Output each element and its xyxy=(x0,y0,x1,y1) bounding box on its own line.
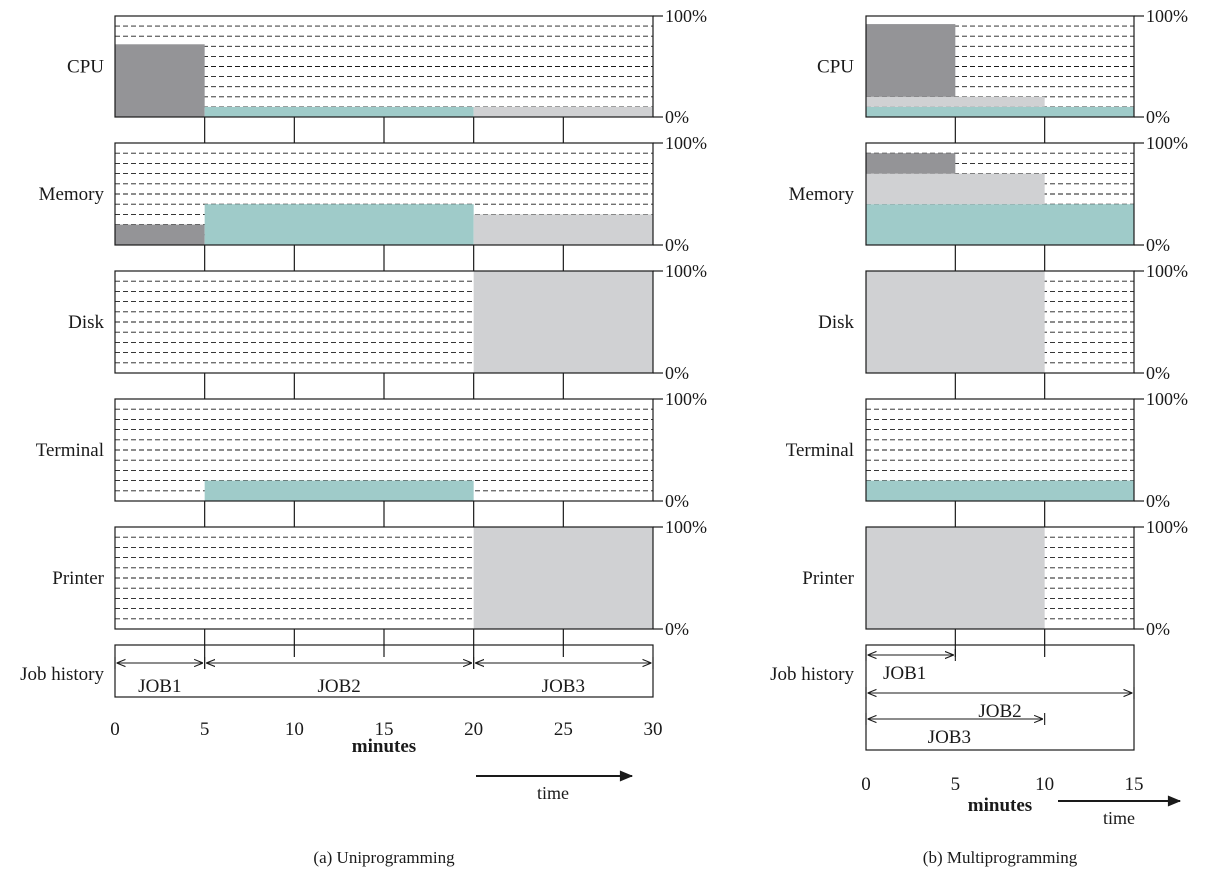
x-tick-label: 5 xyxy=(951,774,961,795)
axis-label-0: 0% xyxy=(1146,363,1170,383)
axis-label-0: 0% xyxy=(1146,491,1170,511)
job-history-label: Job history xyxy=(20,664,104,685)
axis-label-100: 100% xyxy=(665,261,707,281)
resource-label: Printer xyxy=(52,568,104,589)
resource-chart-memory: 100% 0% Memory xyxy=(39,133,707,271)
axis-label-0: 0% xyxy=(665,619,689,639)
axis-label-100: 100% xyxy=(665,133,707,153)
utilization-bar-job1 xyxy=(115,224,205,245)
resource-label: CPU xyxy=(67,57,104,78)
resource-label: CPU xyxy=(817,57,854,78)
job-label: JOB1 xyxy=(138,676,181,697)
x-tick-label: 25 xyxy=(554,719,573,740)
utilization-bar-job3 xyxy=(866,271,1045,373)
resource-label: Memory xyxy=(789,184,855,205)
job-label: JOB1 xyxy=(883,663,926,684)
multiprogramming-panel: 100%0%CPU100%0%Memory100%0%Disk100%0%Ter… xyxy=(770,6,1188,867)
utilization-bar-job2 xyxy=(866,204,1134,245)
resource-chart-terminal: 100% 0% Terminal xyxy=(36,389,707,527)
axis-label-0: 0% xyxy=(1146,107,1170,127)
job-history-label: Job history xyxy=(770,664,854,685)
resource-label: Printer xyxy=(802,568,854,589)
utilization-bar-job2 xyxy=(204,106,474,117)
utilization-bar-job3 xyxy=(473,214,653,245)
utilization-bar-job3 xyxy=(866,527,1045,629)
resource-chart-disk: 100% 0% Disk xyxy=(818,261,1188,399)
axis-label-100: 100% xyxy=(1146,6,1188,26)
job-history-frame xyxy=(865,644,1135,751)
axis-label-0: 0% xyxy=(665,107,689,127)
resource-label: Terminal xyxy=(36,440,104,461)
chart-frame xyxy=(865,398,1135,502)
chart-frame xyxy=(865,270,1135,374)
x-axis-title: minutes xyxy=(352,736,416,757)
chart-frame xyxy=(865,526,1135,630)
job-label: JOB2 xyxy=(318,676,361,697)
resource-chart-printer: 100% 0% Printer xyxy=(52,517,707,645)
resource-chart-memory: 100% 0% Memory xyxy=(789,133,1188,271)
resource-label: Disk xyxy=(68,312,104,333)
axis-label-0: 0% xyxy=(1146,619,1170,639)
job-label: JOB3 xyxy=(542,676,585,697)
chart-frame xyxy=(865,15,1135,118)
axis-label-0: 0% xyxy=(665,363,689,383)
axis-label-0: 0% xyxy=(1146,235,1170,255)
resource-label: Terminal xyxy=(786,440,854,461)
x-tick-label: 15 xyxy=(375,719,394,740)
x-tick-label: 0 xyxy=(861,774,871,795)
utilization-bar-job2 xyxy=(866,106,1134,117)
x-tick-label: 10 xyxy=(1035,774,1054,795)
x-axis-title: minutes xyxy=(968,795,1032,816)
panel-caption: (b) Multiprogramming xyxy=(923,848,1078,867)
x-tick-label: 20 xyxy=(464,719,483,740)
axis-label-100: 100% xyxy=(1146,517,1188,537)
axis-label-100: 100% xyxy=(1146,133,1188,153)
axis-label-100: 100% xyxy=(665,517,707,537)
resource-chart-terminal: 100% 0% Terminal xyxy=(786,389,1188,527)
axis-label-0: 0% xyxy=(665,491,689,511)
utilization-bar-job3 xyxy=(473,106,653,117)
job-history: Job history JOB1 JOB2 JOB3 xyxy=(20,644,654,698)
axis-label-100: 100% xyxy=(665,389,707,409)
resource-label: Disk xyxy=(818,312,854,333)
job-label: JOB3 xyxy=(928,727,971,748)
utilization-bar-job2 xyxy=(866,480,1134,501)
utilization-bar-job1 xyxy=(866,153,956,174)
resource-chart-printer: 100% 0% Printer xyxy=(802,517,1188,645)
axis-label-100: 100% xyxy=(665,6,707,26)
resource-chart-disk: 100% 0% Disk xyxy=(68,261,707,399)
x-tick-label: 30 xyxy=(644,719,663,740)
resource-chart-cpu: 100% 0% CPU xyxy=(817,6,1188,143)
time-label: time xyxy=(537,783,569,803)
utilization-bar-job1 xyxy=(115,44,205,117)
resource-chart-cpu: 100% 0% CPU xyxy=(67,6,707,143)
utilization-bar-job2 xyxy=(204,204,474,245)
chart-frame xyxy=(865,142,1135,246)
axis-label-100: 100% xyxy=(1146,261,1188,281)
utilization-bar-job1 xyxy=(866,24,956,97)
x-tick-label: 10 xyxy=(285,719,304,740)
resource-label: Memory xyxy=(39,184,105,205)
utilization-bar-job3 xyxy=(866,96,1045,107)
utilization-bar-job3 xyxy=(473,527,653,629)
utilization-bar-job2 xyxy=(204,480,474,501)
axis-label-100: 100% xyxy=(1146,389,1188,409)
x-tick-label: 0 xyxy=(110,719,120,740)
x-tick-label: 15 xyxy=(1125,774,1144,795)
uniprogramming-panel: 100%0%CPU100%0%Memory100%0%Disk100%0%Ter… xyxy=(20,6,707,867)
axis-label-0: 0% xyxy=(665,235,689,255)
time-label: time xyxy=(1103,808,1135,828)
utilization-bar-job3 xyxy=(473,271,653,373)
panel-caption: (a) Uniprogramming xyxy=(313,848,455,867)
utilization-bar-job3 xyxy=(866,173,1045,205)
x-tick-label: 5 xyxy=(200,719,210,740)
